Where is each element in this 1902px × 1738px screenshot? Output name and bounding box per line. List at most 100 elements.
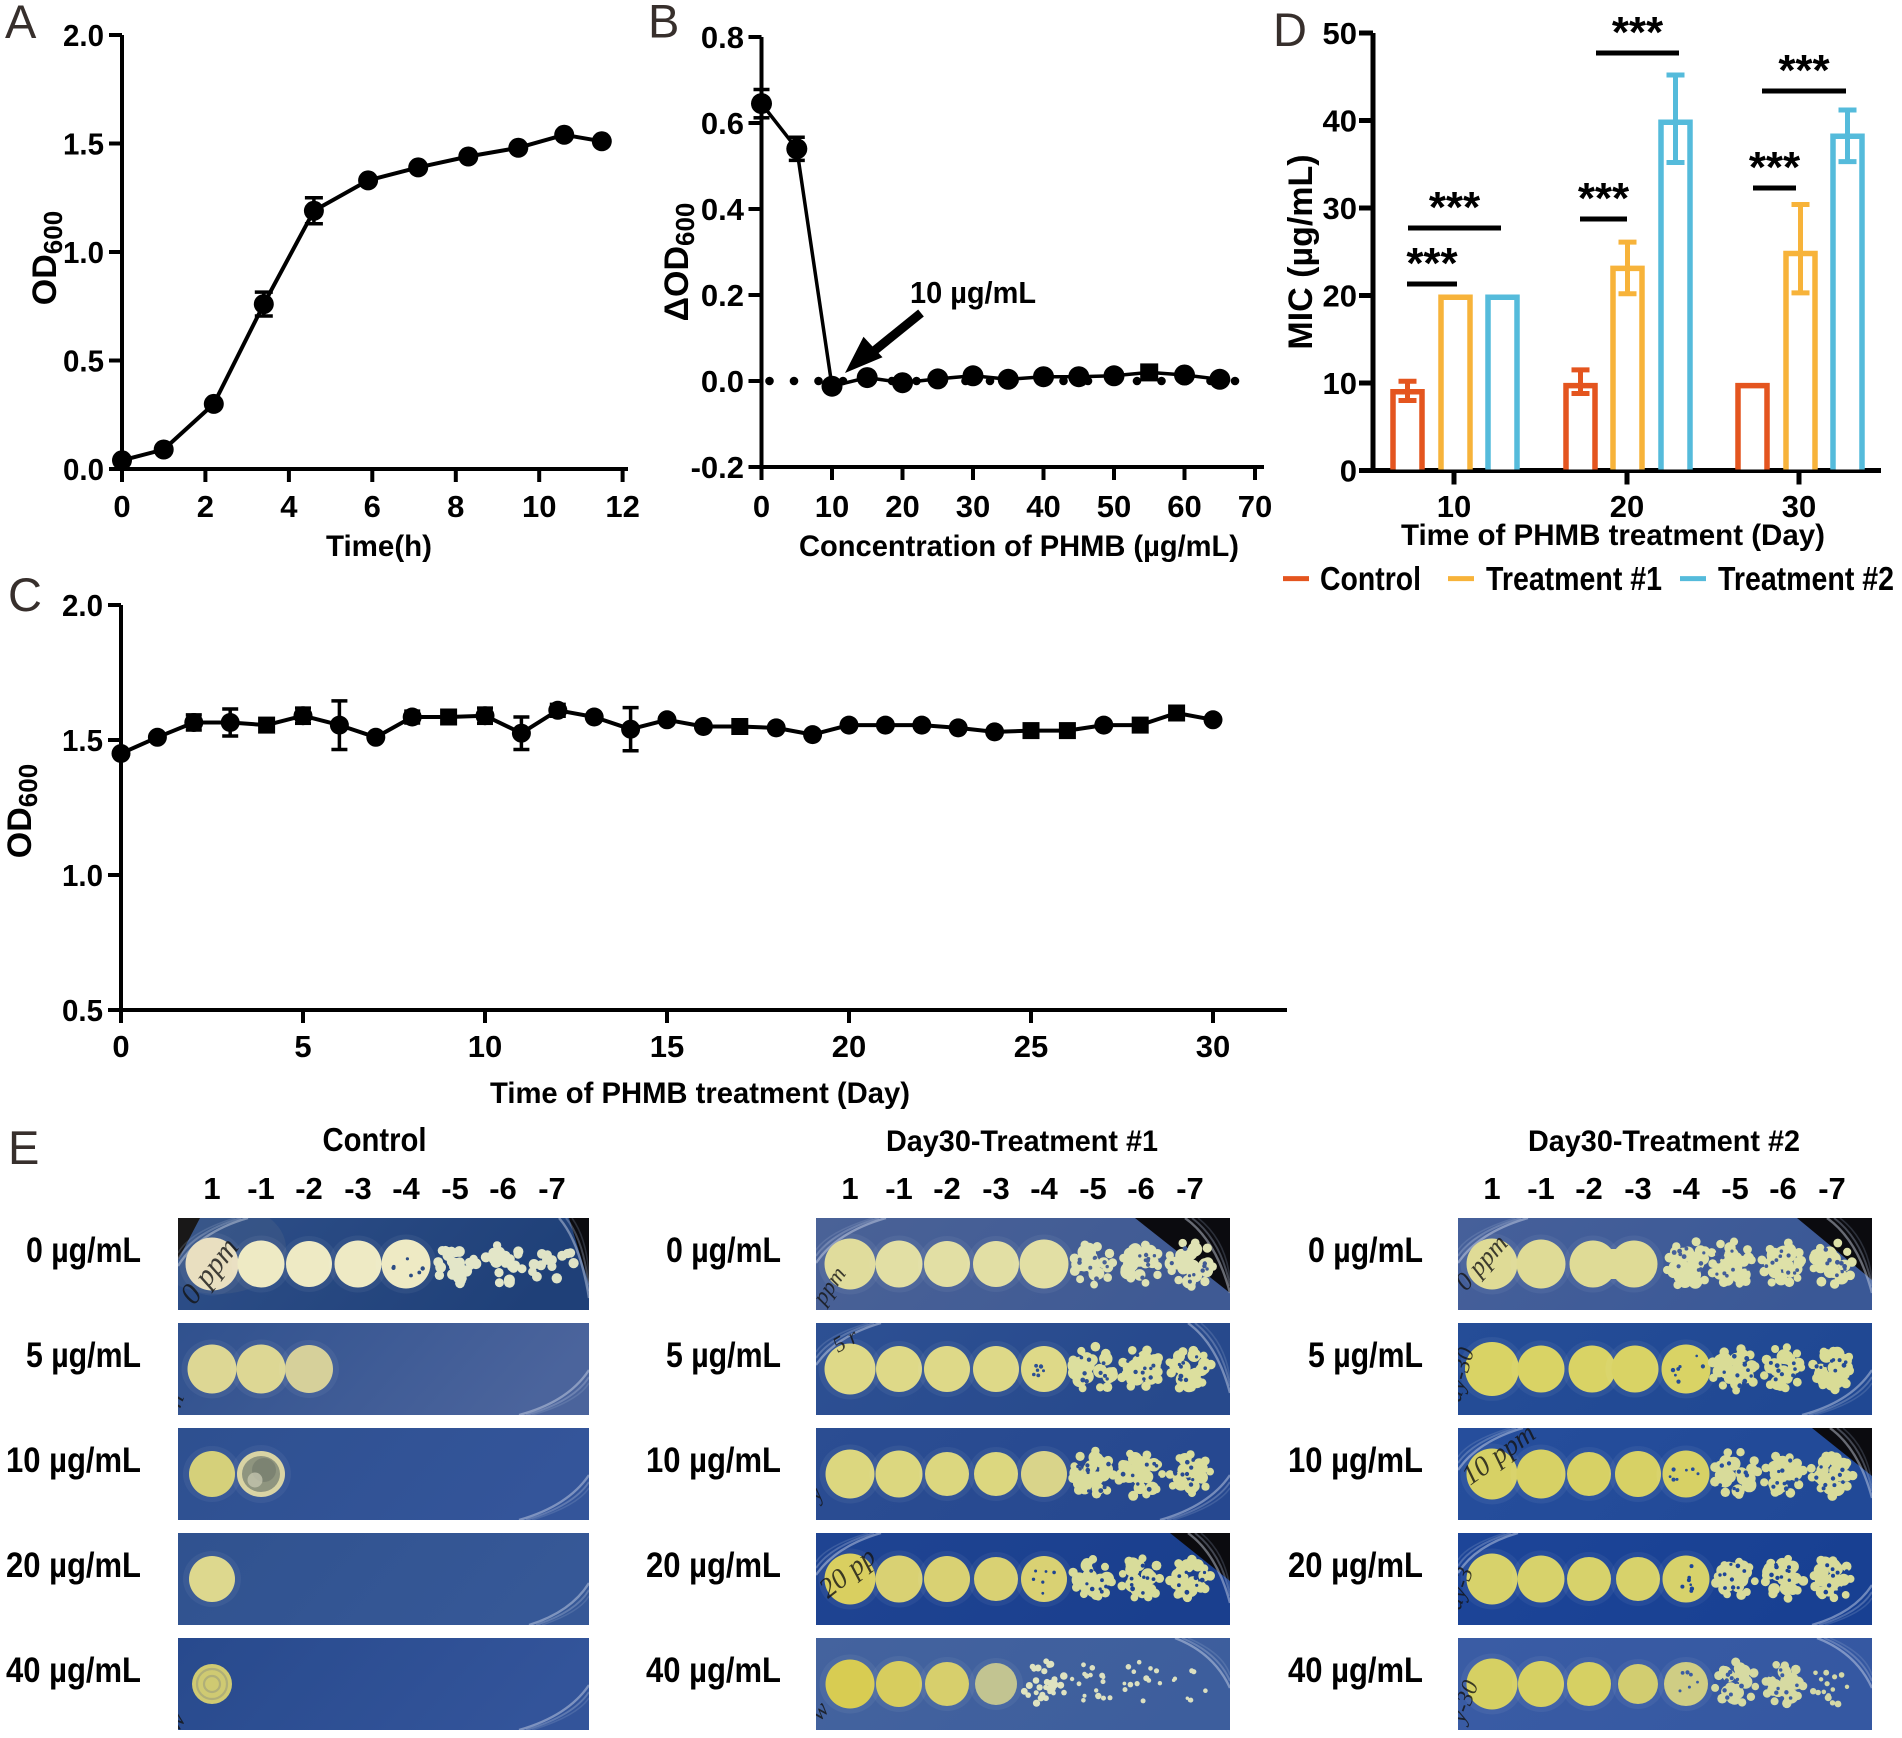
svg-text:1: 1 [203, 1171, 220, 1206]
svg-text:60: 60 [1167, 489, 1201, 524]
svg-text:5 µg/mL: 5 µg/mL [26, 1336, 141, 1375]
svg-text:-6: -6 [489, 1171, 517, 1206]
svg-text:2.0: 2.0 [63, 18, 104, 53]
svg-text:40 µg/mL: 40 µg/mL [6, 1651, 141, 1690]
svg-text:-4: -4 [1672, 1171, 1700, 1206]
svg-text:30: 30 [956, 489, 990, 524]
svg-text:10 µg/mL: 10 µg/mL [910, 275, 1036, 310]
svg-text:***: *** [1778, 46, 1830, 95]
svg-text:-1: -1 [885, 1171, 913, 1206]
svg-text:-2: -2 [933, 1171, 961, 1206]
svg-text:10 µg/mL: 10 µg/mL [646, 1441, 781, 1480]
svg-text:Day30-Treatment #1: Day30-Treatment #1 [886, 1125, 1158, 1158]
svg-text:***: *** [1749, 143, 1801, 192]
svg-text:OD600: OD600 [26, 211, 68, 305]
svg-text:20: 20 [885, 489, 919, 524]
svg-text:Time of PHMB treatment (Day): Time of PHMB treatment (Day) [1401, 519, 1825, 552]
svg-text:10: 10 [468, 1029, 502, 1064]
svg-text:10 µg/mL: 10 µg/mL [1288, 1441, 1423, 1480]
svg-text:-3: -3 [344, 1171, 372, 1206]
svg-text:8: 8 [447, 489, 464, 524]
svg-text:40: 40 [1026, 489, 1060, 524]
svg-text:Time(h): Time(h) [326, 530, 432, 563]
svg-text:40 µg/mL: 40 µg/mL [1288, 1651, 1423, 1690]
svg-text:0.6: 0.6 [701, 106, 744, 141]
svg-text:E: E [8, 1121, 39, 1174]
svg-text:0.0: 0.0 [63, 452, 104, 487]
svg-text:***: *** [1406, 239, 1458, 288]
svg-text:-1: -1 [1527, 1171, 1555, 1206]
svg-text:-5: -5 [441, 1171, 469, 1206]
svg-text:D: D [1273, 3, 1307, 56]
svg-text:A: A [5, 0, 37, 48]
svg-text:-5: -5 [1721, 1171, 1749, 1206]
svg-text:-6: -6 [1127, 1171, 1155, 1206]
svg-text:0 µg/mL: 0 µg/mL [666, 1231, 781, 1270]
svg-text:-4: -4 [1030, 1171, 1058, 1206]
svg-text:Control: Control [323, 1121, 427, 1158]
svg-text:-2: -2 [295, 1171, 323, 1206]
svg-text:0.8: 0.8 [701, 20, 744, 55]
svg-text:2: 2 [197, 489, 214, 524]
svg-text:Concentration of PHMB (µg/mL): Concentration of PHMB (µg/mL) [799, 530, 1239, 563]
svg-text:0: 0 [113, 489, 130, 524]
svg-text:20: 20 [1610, 489, 1644, 524]
svg-text:0.2: 0.2 [701, 278, 744, 313]
svg-text:***: *** [1578, 174, 1630, 223]
svg-text:-4: -4 [392, 1171, 420, 1206]
svg-text:OD600: OD600 [1, 764, 43, 858]
svg-text:-5: -5 [1079, 1171, 1107, 1206]
svg-text:30: 30 [1782, 489, 1816, 524]
svg-text:15: 15 [650, 1029, 684, 1064]
svg-text:1: 1 [1483, 1171, 1500, 1206]
svg-text:C: C [8, 568, 42, 621]
svg-text:B: B [648, 0, 679, 48]
svg-text:25: 25 [1014, 1029, 1048, 1064]
svg-text:1.5: 1.5 [62, 723, 103, 758]
svg-text:-3: -3 [982, 1171, 1010, 1206]
svg-text:0: 0 [1340, 454, 1357, 489]
svg-text:1.0: 1.0 [63, 235, 104, 270]
svg-text:70: 70 [1238, 489, 1272, 524]
svg-text:10: 10 [522, 489, 556, 524]
svg-text:-1: -1 [247, 1171, 275, 1206]
svg-text:50: 50 [1323, 16, 1357, 51]
svg-text:20 µg/mL: 20 µg/mL [646, 1546, 781, 1585]
svg-text:6: 6 [364, 489, 381, 524]
svg-text:5 µg/mL: 5 µg/mL [666, 1336, 781, 1375]
svg-text:10 µg/mL: 10 µg/mL [6, 1441, 141, 1480]
svg-text:40: 40 [1323, 104, 1357, 139]
svg-text:-7: -7 [1818, 1171, 1846, 1206]
svg-text:-3: -3 [1624, 1171, 1652, 1206]
svg-text:***: *** [1429, 183, 1481, 232]
svg-text:20 µg/mL: 20 µg/mL [1288, 1546, 1423, 1585]
svg-text:0: 0 [753, 489, 770, 524]
svg-text:5: 5 [294, 1029, 311, 1064]
svg-text:10: 10 [815, 489, 849, 524]
svg-text:Treatment #1: Treatment #1 [1486, 560, 1662, 597]
svg-text:***: *** [1612, 8, 1664, 57]
svg-text:12: 12 [605, 489, 639, 524]
svg-text:40 µg/mL: 40 µg/mL [646, 1651, 781, 1690]
svg-text:20 µg/mL: 20 µg/mL [6, 1546, 141, 1585]
svg-text:0.5: 0.5 [63, 344, 104, 379]
svg-text:-6: -6 [1769, 1171, 1797, 1206]
svg-text:10: 10 [1323, 366, 1357, 401]
svg-text:-0.2: -0.2 [691, 450, 744, 485]
svg-text:0.5: 0.5 [62, 993, 103, 1028]
svg-text:0 µg/mL: 0 µg/mL [1308, 1231, 1423, 1270]
svg-text:1: 1 [841, 1171, 858, 1206]
svg-text:Time of PHMB treatment (Day): Time of PHMB treatment (Day) [490, 1077, 910, 1110]
svg-text:0 µg/mL: 0 µg/mL [26, 1231, 141, 1270]
svg-text:-7: -7 [1176, 1171, 1204, 1206]
svg-text:30: 30 [1196, 1029, 1230, 1064]
svg-text:-7: -7 [538, 1171, 566, 1206]
svg-text:20: 20 [1323, 279, 1357, 314]
svg-text:30: 30 [1323, 191, 1357, 226]
svg-text:50: 50 [1097, 489, 1131, 524]
svg-text:5 µg/mL: 5 µg/mL [1308, 1336, 1423, 1375]
svg-text:Day30-Treatment #2: Day30-Treatment #2 [1528, 1125, 1800, 1158]
svg-text:4: 4 [280, 489, 298, 524]
svg-text:0.0: 0.0 [701, 364, 744, 399]
svg-text:10: 10 [1437, 489, 1471, 524]
